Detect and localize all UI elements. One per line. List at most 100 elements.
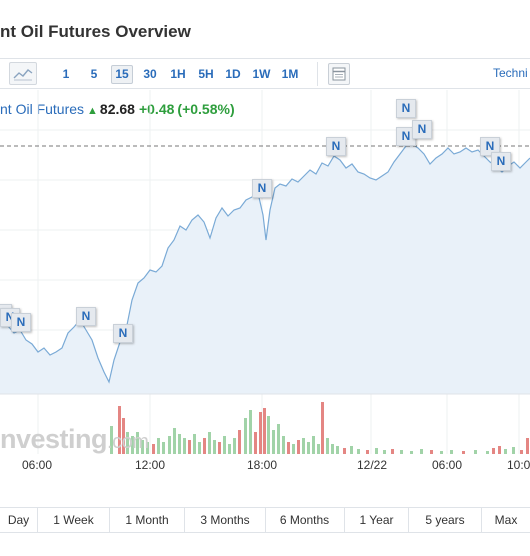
interval-button-5[interactable]: 5 <box>90 67 98 81</box>
interval-button-1[interactable]: 1 <box>62 67 70 81</box>
volume-bar <box>400 450 403 454</box>
instrument-name[interactable]: nt Oil Futures <box>0 101 85 117</box>
range-button-5-years[interactable]: 5 years <box>409 508 482 533</box>
volume-bar <box>272 430 275 454</box>
volume-bar <box>450 450 453 454</box>
volume-bar <box>312 436 315 454</box>
range-button-3-months[interactable]: 3 Months <box>185 508 266 533</box>
volume-bar <box>383 450 386 454</box>
volume-bar <box>188 440 191 454</box>
volume-bar <box>173 428 176 454</box>
news-marker[interactable]: N <box>76 307 96 326</box>
volume-bar <box>504 449 507 454</box>
volume-bar <box>146 442 149 454</box>
volume-bar <box>277 424 280 454</box>
volume-bars <box>110 402 529 454</box>
volume-bar <box>218 442 221 454</box>
range-button-1-year[interactable]: 1 Year <box>345 508 409 533</box>
volume-bar <box>118 406 121 454</box>
time-axis-label: 06:00 <box>432 458 463 472</box>
news-marker[interactable]: N <box>113 324 133 343</box>
range-button-max[interactable]: Max <box>494 513 518 527</box>
volume-bar <box>498 446 501 454</box>
volume-bar <box>420 449 423 454</box>
interval-button-15[interactable]: 15 <box>111 65 133 84</box>
volume-bar <box>282 436 285 454</box>
volume-bar <box>122 418 125 454</box>
volume-bar <box>297 440 300 454</box>
volume-bar <box>208 432 211 454</box>
technical-tab[interactable]: Techni <box>493 66 528 80</box>
time-axis-label: 06:00 <box>22 458 53 472</box>
news-marker[interactable]: N <box>252 179 272 198</box>
volume-bar <box>267 416 270 454</box>
up-arrow-icon: ▲ <box>87 105 98 117</box>
volume-bar <box>193 434 196 454</box>
volume-bar <box>228 444 231 454</box>
volume-bar <box>302 438 305 454</box>
interval-button-1w[interactable]: 1W <box>252 67 271 81</box>
news-marker[interactable]: N <box>396 99 416 118</box>
range-selector: Day 1 Week 1 Month 3 Months 6 Months 1 Year 5 … <box>0 507 530 533</box>
volume-bar <box>136 432 139 454</box>
volume-bar <box>336 446 339 454</box>
news-marker[interactable]: N <box>11 313 31 332</box>
volume-bar <box>512 447 515 454</box>
volume-bar <box>410 451 413 454</box>
range-button-day[interactable]: Day <box>0 508 38 533</box>
interval-button-5h[interactable]: 5H <box>198 67 214 81</box>
volume-bar <box>292 444 295 454</box>
volume-bar <box>474 450 477 454</box>
time-axis-label: 18:00 <box>247 458 278 472</box>
volume-bar <box>126 432 129 454</box>
news-marker[interactable]: N <box>326 137 346 156</box>
volume-bar <box>152 444 155 454</box>
chart-title: nt Oil Futures Overview <box>0 22 191 41</box>
volume-bar <box>168 436 171 454</box>
volume-bar <box>391 449 394 454</box>
quote-header: nt Oil Futures ▲ 82.68 +0.48 (+0.58%) <box>0 101 238 117</box>
volume-bar <box>326 438 329 454</box>
interval-button-1m[interactable]: 1M <box>281 67 299 81</box>
interval-button-1h[interactable]: 1H <box>170 67 186 81</box>
volume-bar <box>238 430 241 454</box>
volume-bar <box>254 432 257 454</box>
volume-bar <box>213 440 216 454</box>
volume-bar <box>430 450 433 454</box>
volume-bar <box>486 451 489 454</box>
volume-bar <box>110 426 113 454</box>
interval-button-30[interactable]: 30 <box>143 67 157 81</box>
volume-bar <box>366 450 369 454</box>
volume-bar <box>307 442 310 454</box>
time-axis-label: 12:00 <box>135 458 166 472</box>
table-icon[interactable] <box>328 63 350 85</box>
volume-bar <box>263 408 266 454</box>
volume-bar <box>203 438 206 454</box>
news-marker[interactable]: N <box>480 137 500 156</box>
time-axis-label: 10:0 <box>507 458 530 472</box>
volume-bar <box>321 402 324 454</box>
volume-bar <box>287 442 290 454</box>
volume-bar <box>259 412 262 454</box>
volume-bar <box>462 451 465 454</box>
area-chart-icon[interactable] <box>9 62 37 85</box>
last-price: 82.68 <box>99 101 135 117</box>
volume-bar <box>343 448 346 454</box>
volume-bar <box>375 448 378 454</box>
volume-bar <box>249 410 252 454</box>
volume-bar <box>357 449 360 454</box>
volume-bar <box>331 444 334 454</box>
price-chart[interactable] <box>0 90 530 454</box>
news-marker[interactable]: N <box>491 152 511 171</box>
volume-bar <box>178 434 181 454</box>
range-button-1-week[interactable]: 1 Week <box>38 508 110 533</box>
news-marker[interactable]: N <box>412 120 432 139</box>
range-button-6-months[interactable]: 6 Months <box>265 508 345 533</box>
volume-bar <box>223 436 226 454</box>
interval-button-1d[interactable]: 1D <box>225 67 241 81</box>
range-button-1-month[interactable]: 1 Month <box>110 508 185 533</box>
volume-bar <box>162 442 165 454</box>
volume-bar <box>183 438 186 454</box>
volume-bar <box>520 450 523 454</box>
volume-bar <box>233 438 236 454</box>
